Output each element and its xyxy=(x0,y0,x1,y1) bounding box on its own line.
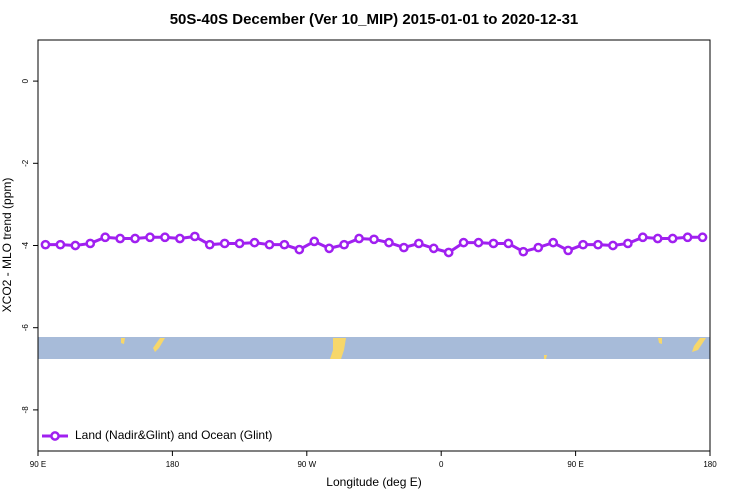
data-point xyxy=(399,242,409,253)
data-point xyxy=(443,247,454,258)
data-point xyxy=(204,239,215,250)
chart-title: 50S-40S December (Ver 10_MIP) 2015-01-01… xyxy=(170,11,579,28)
land-patch xyxy=(121,338,125,344)
land-patch xyxy=(153,338,165,352)
data-point xyxy=(384,237,394,248)
y-tick-label: -4 xyxy=(21,241,30,249)
x-tick-label: 90 E xyxy=(30,460,46,469)
data-point xyxy=(264,239,275,250)
data-point xyxy=(354,233,364,244)
data-point xyxy=(294,244,305,255)
data-point xyxy=(697,232,708,243)
y-tick-label: -8 xyxy=(21,406,30,414)
data-point xyxy=(219,238,230,249)
data-point xyxy=(428,243,439,254)
data-point xyxy=(55,239,66,250)
legend-marker xyxy=(50,431,60,441)
data-point xyxy=(130,233,140,244)
land-patch xyxy=(658,338,662,344)
data-point xyxy=(608,240,618,251)
data-point xyxy=(518,246,529,257)
data-point xyxy=(623,238,633,249)
data-point xyxy=(533,242,544,253)
data-point xyxy=(100,232,111,243)
data-point xyxy=(339,239,349,250)
data-point xyxy=(637,232,648,243)
data-point xyxy=(548,237,559,248)
mask-band xyxy=(38,337,710,359)
data-point xyxy=(682,232,693,243)
data-point xyxy=(413,238,424,249)
land-patch xyxy=(544,355,547,359)
x-tick-label: 0 xyxy=(439,460,444,469)
data-point xyxy=(458,237,469,248)
data-point xyxy=(40,239,51,250)
data-point xyxy=(175,233,185,244)
land-patch xyxy=(330,338,346,359)
data-point xyxy=(593,239,603,250)
y-axis-label: XCO2 - MLO trend (ppm) xyxy=(0,178,14,313)
data-point xyxy=(70,240,81,251)
legend-label: Land (Nadir&Glint) and Ocean (Glint) xyxy=(75,428,272,442)
data-point xyxy=(578,239,588,250)
land-patch xyxy=(692,338,706,352)
data-point xyxy=(249,237,260,248)
data-point xyxy=(145,232,155,243)
data-point xyxy=(369,234,379,245)
data-point xyxy=(324,243,335,254)
data-point xyxy=(234,238,245,249)
x-tick-label: 180 xyxy=(703,460,717,469)
x-tick-label: 180 xyxy=(166,460,180,469)
x-axis-label: Longitude (deg E) xyxy=(326,475,421,489)
data-point xyxy=(189,231,200,242)
data-point xyxy=(85,238,96,249)
data-point xyxy=(503,238,514,249)
y-tick-label: 0 xyxy=(21,78,30,83)
data-point xyxy=(488,238,499,249)
data-point xyxy=(652,233,663,244)
data-point xyxy=(563,245,573,256)
data-point xyxy=(160,232,170,243)
data-point xyxy=(115,233,125,244)
y-tick-label: -6 xyxy=(21,324,30,332)
data-point xyxy=(309,236,320,247)
y-tick-label: -2 xyxy=(21,159,30,167)
x-tick-label: 90 E xyxy=(567,460,583,469)
data-point xyxy=(473,237,484,248)
data-point xyxy=(279,239,290,250)
land-mask xyxy=(38,337,710,359)
x-tick-label: 90 W xyxy=(297,460,316,469)
data-point xyxy=(667,233,678,244)
